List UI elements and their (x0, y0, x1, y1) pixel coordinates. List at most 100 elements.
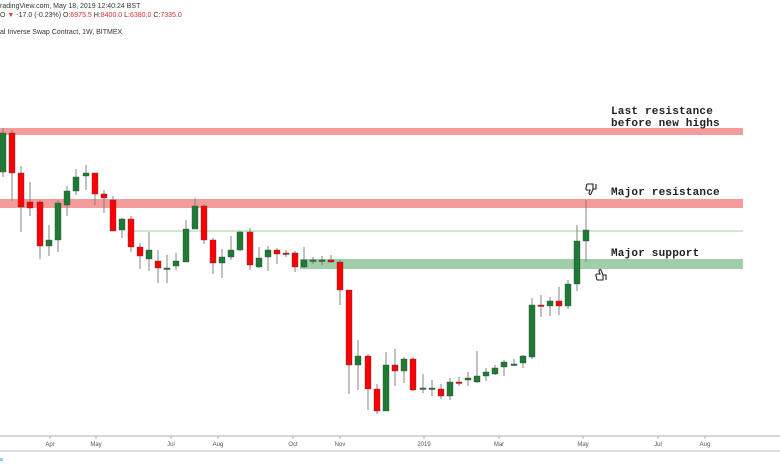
candle (246, 228, 254, 270)
change-value: -17.0 (-0.23%) (16, 12, 62, 19)
high-label: H: (93, 12, 101, 19)
candle (100, 190, 108, 213)
candle (309, 257, 317, 264)
candle (273, 248, 281, 264)
candle (236, 231, 244, 251)
candle (255, 247, 263, 268)
scroll-indicator[interactable] (0, 458, 3, 461)
low-label: L: (124, 12, 130, 19)
time-axis-label: Aug (699, 442, 711, 448)
candle (0, 128, 7, 177)
candle (172, 253, 180, 270)
time-axis-label: Jul (167, 442, 175, 448)
close-value: 7335.0 (160, 12, 182, 19)
candle (300, 247, 308, 268)
candle (291, 251, 299, 272)
open-label: O: (63, 12, 71, 19)
candle (573, 225, 581, 291)
candle (36, 200, 44, 259)
candle (555, 287, 563, 315)
candle (446, 378, 454, 400)
candle (45, 225, 53, 256)
candle (91, 172, 99, 205)
candle (464, 372, 472, 386)
candle (327, 255, 335, 263)
candle (218, 249, 226, 278)
candle (154, 250, 162, 283)
candle (528, 298, 536, 359)
candle (510, 359, 518, 366)
time-axis-label: May (577, 442, 589, 448)
candle (191, 198, 199, 230)
candle (482, 368, 490, 381)
candle (17, 166, 25, 232)
major-support-zone (300, 259, 743, 269)
major-resistance-label: Major resistance (611, 187, 720, 199)
time-axis-label: Aug (212, 442, 224, 448)
symbol-title: al Inverse Swap Contract, 1W, BITMEX (0, 29, 123, 36)
thumbs-up-icon (595, 269, 607, 281)
candle (455, 377, 463, 386)
time-axis-ticks (49, 436, 706, 439)
candle (564, 280, 572, 309)
candle (82, 165, 90, 190)
major-resistance-zone (0, 199, 743, 208)
candle (382, 352, 390, 412)
candle (428, 380, 436, 396)
ohlc-line: O ▼ -17.0 (-0.23%) O:6975.5 H:8400.0 L:6… (0, 12, 182, 19)
down-arrow-icon: ▼ (7, 12, 15, 19)
candle (546, 297, 554, 316)
candle (409, 357, 417, 391)
candle (209, 238, 217, 274)
candle (163, 255, 171, 283)
time-axis-label: Oct (288, 442, 298, 448)
candles-group (0, 128, 590, 414)
candle (519, 355, 527, 368)
candle (54, 200, 62, 252)
candle (491, 365, 499, 375)
candle (391, 349, 399, 386)
candle (8, 130, 16, 201)
time-axis-label: 2019 (417, 442, 431, 448)
time-axis-label: Jul (654, 442, 662, 448)
candle (336, 260, 344, 305)
candle (473, 351, 481, 383)
candle (354, 340, 362, 390)
time-axis-label: Mar (493, 442, 505, 448)
candle (136, 243, 144, 269)
candle (26, 182, 34, 216)
time-axis-label: May (90, 442, 102, 448)
candle (400, 357, 408, 383)
source-line: radingView.com, May 18, 2019 12:40:24 BS… (0, 3, 141, 10)
candle (282, 250, 290, 257)
candle (419, 374, 427, 393)
candle (118, 218, 126, 238)
candle (264, 246, 272, 271)
candle (72, 169, 80, 195)
candle (500, 360, 508, 376)
thumbs-down-icon (585, 183, 597, 195)
candle (200, 204, 208, 244)
low-value: 6380.0 (129, 12, 152, 19)
last-resistance-zone (0, 128, 743, 135)
candle (582, 200, 590, 262)
candle (63, 186, 71, 216)
time-axis-label: Apr (45, 442, 55, 448)
time-axis-label: Nov (334, 442, 346, 448)
candle (537, 295, 545, 317)
candle (145, 232, 153, 271)
ohlc-prefix: O (0, 12, 6, 19)
major-support-label: Major support (611, 248, 700, 260)
candle (318, 256, 326, 265)
candle (373, 384, 381, 414)
candle (109, 196, 117, 232)
candle (227, 236, 235, 260)
high-value: 8400.0 (100, 12, 123, 19)
candle (364, 354, 372, 410)
candle (127, 216, 135, 252)
candle (182, 220, 190, 263)
open-value: 6975.5 (70, 12, 92, 19)
candle (437, 384, 445, 399)
last-resistance-label: Last resistance before new highs (611, 106, 720, 130)
